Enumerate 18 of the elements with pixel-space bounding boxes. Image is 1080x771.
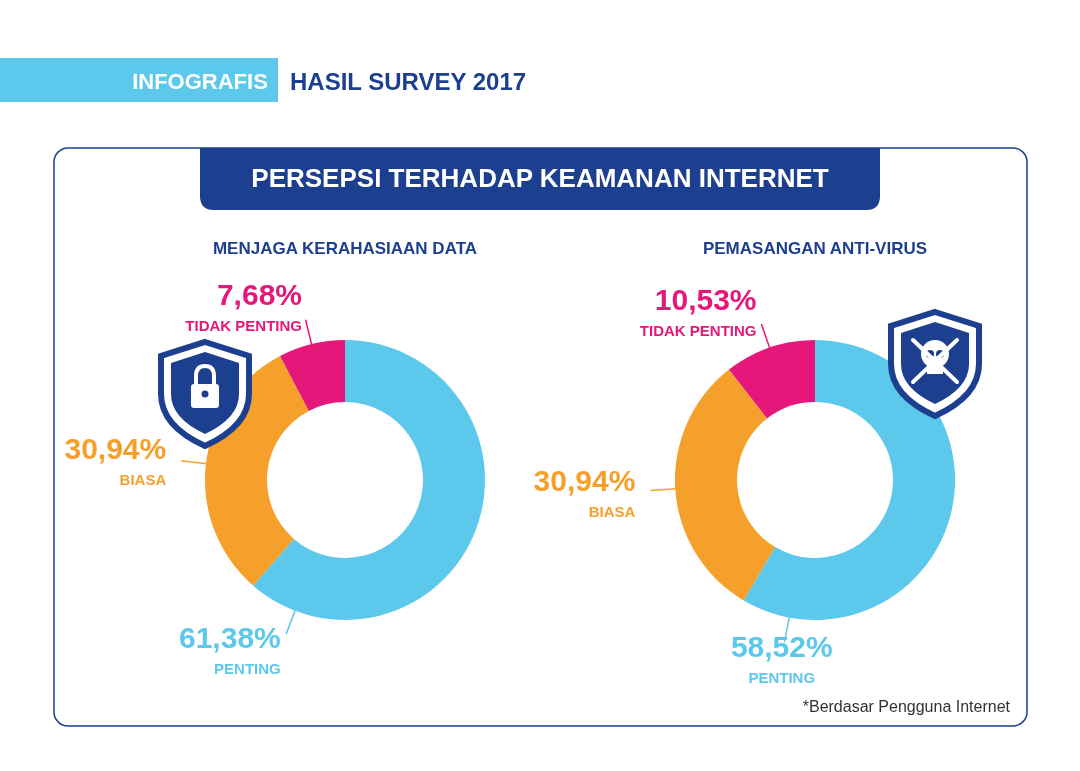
data-label: 10,53% xyxy=(654,282,757,316)
data-label: 61,38% xyxy=(178,621,281,655)
slice-label: TIDAK PENTING xyxy=(185,317,302,335)
text: INFOGRAFIS xyxy=(132,69,268,94)
chart-title: MENJAGA KERAHASIAAN DATA xyxy=(212,239,478,258)
text: HASIL SURVEY 2017 xyxy=(290,68,527,95)
slice-label: PENTING xyxy=(214,660,281,678)
data-label: 7,68% xyxy=(216,278,302,312)
slice-label: BIASA xyxy=(588,503,636,521)
data-label: 30,94% xyxy=(64,432,167,466)
chart-title: PEMASANGAN ANTI-VIRUS xyxy=(702,239,928,258)
slice-label: TIDAK PENTING xyxy=(639,321,757,339)
text: PERSEPSI TERHADAP KEAMANAN INTERNET xyxy=(251,163,829,193)
data-label: 58,52% xyxy=(730,629,833,663)
text: *Berdasar Pengguna Internet xyxy=(802,698,1011,715)
slice-label: PENTING xyxy=(748,668,816,686)
slice-label: BIASA xyxy=(119,471,167,489)
data-label: 30,94% xyxy=(533,464,636,498)
